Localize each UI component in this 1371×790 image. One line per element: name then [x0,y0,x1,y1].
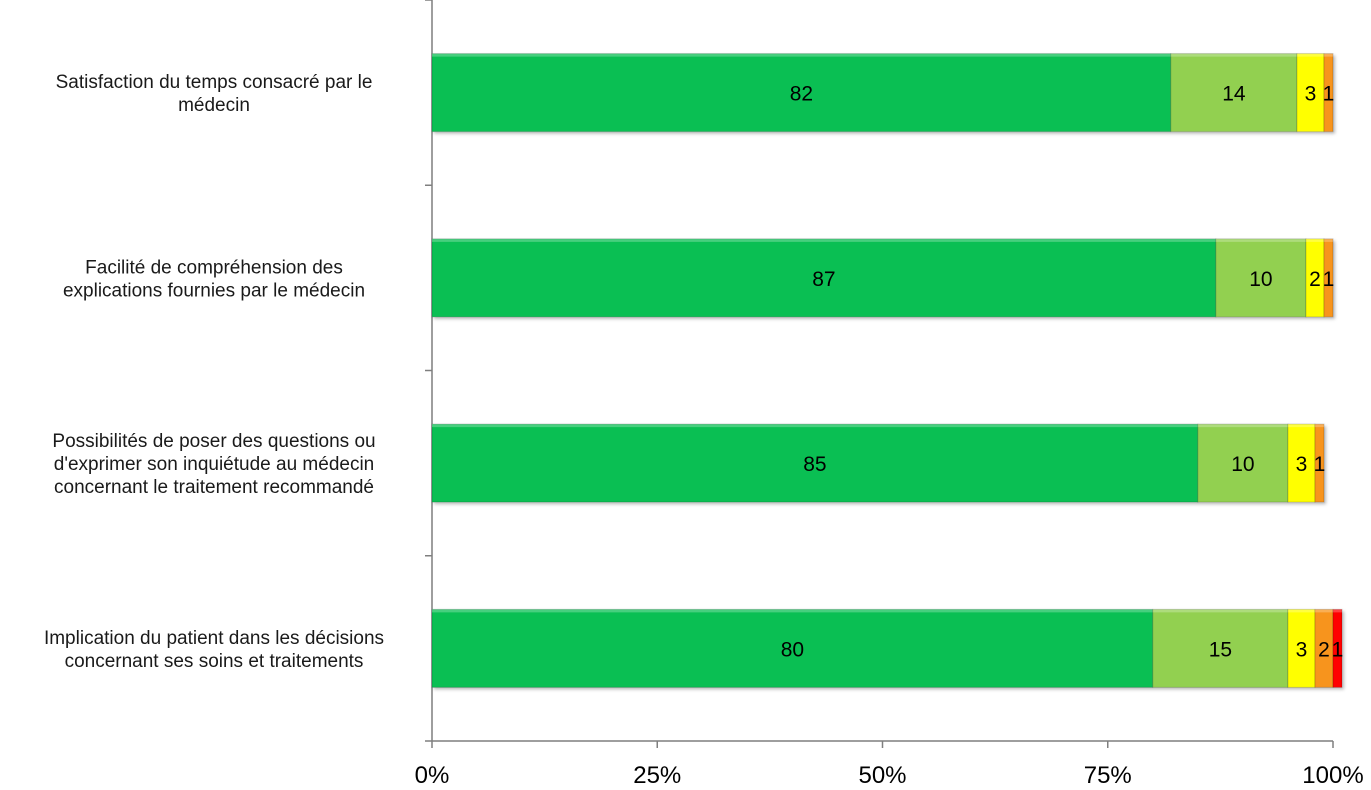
x-axis: 0% 25% 50% 75% 100% [415,740,1364,789]
bar-value-label: 1 [1323,268,1335,291]
bar-segment-highlight [1314,609,1333,613]
category-label: Satisfaction du temps consacré par le méd… [56,72,373,116]
x-tick-label: 75% [1084,762,1132,789]
bar-segment [1323,53,1334,133]
y-axis [425,0,433,742]
bar-segment [1152,608,1289,688]
bar-value-label: 3 [1296,453,1308,476]
bar-segment [1332,608,1343,688]
category-label: Possibilités de poser des questions ou d'… [52,431,375,498]
bar-segment-highlight [1323,238,1333,242]
bar-segment-highlight [1333,609,1343,613]
bar-value-label: 82 [790,83,813,106]
bar-segment-highlight [1287,609,1315,613]
bar-segment [431,238,1217,318]
bar-value-label: 87 [812,268,835,291]
bar-value-label: 15 [1209,638,1232,661]
x-tick-label: 0% [415,762,450,789]
category-label-line: Facilité de compréhension des [85,257,343,278]
x-tick-label: 25% [633,762,681,789]
bar-segment-highlight [432,53,1171,57]
category-label-line: médecin [178,95,250,116]
bar-segment [1197,423,1289,503]
bar-segment-highlight [1287,424,1315,428]
category-label-line: concernant le traitement recommandé [54,477,374,498]
bar-segment-highlight [1215,238,1306,242]
category-label: Facilité de compréhension des explication… [63,257,365,301]
bar-value-label: 2 [1318,638,1330,661]
bar-value-label: 10 [1231,453,1254,476]
bar-segment-highlight [1197,424,1288,428]
bar-segment-highlight [1152,609,1288,613]
bar-segment-highlight [432,238,1216,242]
bar-value-label: 3 [1305,83,1317,106]
x-tick-label: 100% [1302,762,1363,789]
bar-segment [431,423,1199,503]
x-tick-label: 50% [858,762,906,789]
bars: 82 14 3 187 10 2 185 10 3 180 15 3 2 1 [431,53,1344,688]
category-label-line: explications fournies par le médecin [63,280,365,301]
category-label-line: Satisfaction du temps consacré par le [56,72,373,93]
bar-segment-highlight [1314,424,1324,428]
bar-value-label: 14 [1222,83,1246,106]
bar-segment-highlight [1305,238,1324,242]
bar-segment-highlight [1170,53,1297,57]
category-label-line: d'exprimer son inquiétude au médecin [54,454,375,475]
bar-value-label: 85 [803,453,826,476]
bar-value-label: 80 [781,638,804,661]
category-labels: Satisfaction du temps consacré par le méd… [44,72,384,672]
bar-group: 87 10 2 1 [431,238,1335,318]
category-label-line: Possibilités de poser des questions ou [52,431,375,452]
bar-group: 82 14 3 1 [431,53,1335,133]
bar-value-label: 3 [1296,638,1308,661]
bar-segment [1287,608,1316,688]
bar-segment [1314,423,1325,503]
bar-segment-highlight [1296,53,1324,57]
bar-value-label: 1 [1314,453,1326,476]
bar-segment-highlight [1323,53,1333,57]
bar-segment [431,608,1154,688]
bar-value-label: 10 [1249,268,1272,291]
bar-group: 85 10 3 1 [431,423,1326,503]
category-label-line: Implication du patient dans les décision… [44,628,384,649]
bar-value-label: 2 [1309,268,1321,291]
bar-segment-highlight [432,424,1198,428]
bar-segment [1215,238,1307,318]
bar-value-label: 1 [1332,638,1344,661]
bar-segment [1323,238,1334,318]
bar-group: 80 15 3 2 1 [431,608,1344,688]
category-label-line: concernant ses soins et traitements [65,651,364,672]
bar-segment-highlight [432,609,1153,613]
category-label: Implication du patient dans les décision… [44,628,384,672]
bar-value-label: 1 [1323,83,1335,106]
